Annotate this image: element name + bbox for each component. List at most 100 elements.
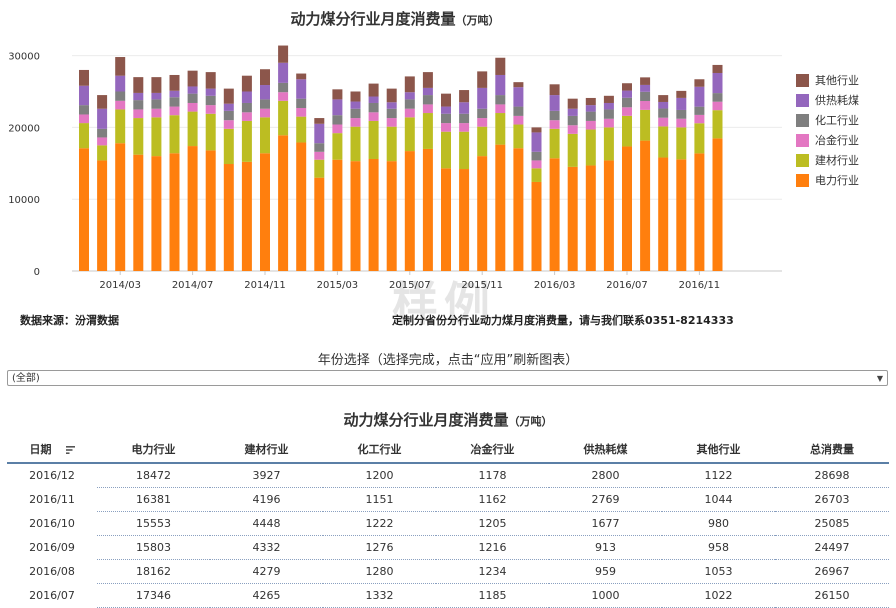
bar-segment: [477, 118, 488, 127]
bar-segment: [368, 112, 379, 121]
bar-segment: [223, 88, 234, 104]
bar-segment: [640, 91, 651, 102]
bar-segment: [441, 123, 451, 132]
header-metallurgy[interactable]: 冶金行业: [436, 435, 549, 464]
bar-segment: [603, 127, 614, 161]
bar-segment: [386, 108, 397, 119]
bar-segment: [115, 91, 126, 101]
row-value-cell: 980: [662, 511, 775, 536]
bar-segment: [640, 109, 651, 141]
header-date[interactable]: 日期: [7, 435, 97, 464]
bar-segment: [459, 113, 470, 124]
header-other[interactable]: 其他行业: [662, 435, 775, 464]
row-value-cell: 1280: [323, 559, 436, 584]
bar-segment: [169, 97, 180, 107]
legend-item[interactable]: 其他行业: [796, 70, 859, 90]
header-chemical[interactable]: 化工行业: [323, 435, 436, 464]
bar-segment: [79, 69, 89, 86]
row-value-cell: 1276: [323, 535, 436, 560]
bar-segment: [712, 72, 723, 94]
bar-segment: [187, 86, 198, 94]
bar-segment: [622, 97, 632, 108]
bar-segment: [205, 113, 216, 151]
row-value-cell: 1178: [436, 463, 549, 488]
row-value-cell: 26150: [775, 583, 889, 608]
header-date-label: 日期: [29, 442, 52, 456]
bar-segment: [404, 108, 415, 118]
year-select-dropdown[interactable]: (全部) ▼: [7, 370, 888, 386]
bar-segment: [241, 75, 252, 92]
bar-segment: [386, 118, 397, 127]
row-value-cell: 1222: [323, 511, 436, 536]
legend-item[interactable]: 化工行业: [796, 110, 859, 130]
sort-icon[interactable]: [65, 445, 75, 454]
bar-segment: [585, 105, 596, 112]
row-value-cell: 1162: [436, 487, 549, 512]
bar-segment: [79, 105, 89, 115]
x-tick-label: 2015/07: [389, 280, 431, 291]
bar-segment: [531, 160, 542, 169]
bar-segment: [205, 88, 216, 96]
row-value-cell: 1234: [436, 559, 549, 584]
bar-segment: [422, 72, 433, 88]
bar-segment: [79, 123, 89, 149]
x-tick-label: 2015/11: [461, 280, 503, 291]
row-date-cell: 2016/08: [29, 565, 75, 578]
bar-segment: [296, 79, 307, 99]
row-value-cell: 913: [549, 535, 662, 560]
bar-segment: [278, 92, 289, 101]
dropdown-arrow-icon[interactable]: ▼: [876, 374, 883, 383]
row-value-cell: 1200: [323, 463, 436, 488]
row-value-cell: 1122: [662, 463, 775, 488]
bar-segment: [640, 140, 651, 271]
consumption-table: 日期 电力行业 建材行业 化工行业 冶金行业 供热耗煤 其他行业 总消费量 20…: [7, 435, 889, 608]
bar-segment: [585, 165, 596, 271]
x-tick-label: 2014/07: [172, 280, 214, 291]
bar-segment: [477, 156, 488, 271]
bar-segment: [169, 90, 180, 98]
table-header-row: 日期 电力行业 建材行业 化工行业 冶金行业 供热耗煤 其他行业 总消费量: [7, 435, 889, 464]
bar-segment: [169, 153, 180, 271]
bar-segment: [151, 92, 162, 100]
legend-swatch: [796, 113, 809, 127]
bar-segment: [567, 98, 578, 109]
header-total[interactable]: 总消费量: [775, 435, 889, 464]
legend-item[interactable]: 建材行业: [796, 150, 859, 170]
header-power[interactable]: 电力行业: [97, 435, 210, 464]
header-heating[interactable]: 供热耗煤: [549, 435, 662, 464]
bar-segment: [513, 82, 524, 88]
bar-segment: [350, 91, 361, 102]
bar-segment: [567, 108, 578, 116]
bar-segment: [477, 108, 488, 119]
legend-item[interactable]: 电力行业: [796, 170, 859, 190]
header-building[interactable]: 建材行业: [210, 435, 323, 464]
bar-segment: [332, 124, 343, 134]
row-date-cell: 2016/12: [29, 469, 75, 483]
bar-segment: [314, 151, 325, 160]
bar-segment: [441, 106, 451, 114]
bar-segment: [404, 92, 415, 100]
legend-swatch: [796, 133, 809, 147]
bar-segment: [603, 102, 614, 110]
bar-segment: [368, 158, 379, 271]
bar-segment: [658, 157, 669, 271]
bar-segment: [676, 118, 687, 128]
bar-segment: [567, 133, 578, 167]
bar-segment: [694, 106, 705, 115]
row-value-cell: 24497: [775, 535, 889, 560]
bar-segment: [187, 70, 198, 87]
legend-swatch: [796, 73, 809, 87]
legend-item[interactable]: 冶金行业: [796, 130, 859, 150]
bar-segment: [368, 96, 379, 103]
bar-segment: [97, 160, 108, 271]
legend-item[interactable]: 供热耗煤: [796, 90, 859, 110]
row-value-cell: 15553: [97, 511, 210, 536]
bar-segment: [314, 118, 325, 124]
watermark: 样例: [392, 277, 496, 331]
bar-segment: [495, 95, 506, 105]
bar-segment: [712, 64, 723, 73]
bar-segment: [477, 71, 488, 88]
bar-segment: [640, 84, 651, 92]
table-title-unit: （万吨）: [508, 415, 553, 428]
bar-segment: [658, 117, 669, 127]
